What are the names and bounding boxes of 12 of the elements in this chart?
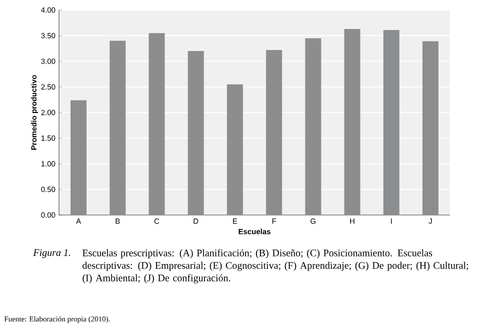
bar	[226, 84, 243, 215]
bar	[110, 40, 126, 215]
bar	[70, 100, 87, 215]
bar	[266, 50, 282, 215]
text: Escuelas prescriptivas: (A) Planificación; (B) Diseño; (C) Posicionamiento. Escuelas descriptivas: (D) Empresarial; (E) Cognoscitiva; (F) Aprendizaje; (G) De poder; (H) Cultural; (I) Ambiental; (J) De configuración.	[82, 249, 468, 284]
bar	[305, 38, 322, 215]
bar	[148, 33, 165, 215]
bar	[344, 28, 360, 215]
bar	[188, 51, 204, 215]
text: Figura 1.	[33, 249, 70, 258]
bar	[422, 41, 438, 215]
bar	[383, 30, 400, 215]
